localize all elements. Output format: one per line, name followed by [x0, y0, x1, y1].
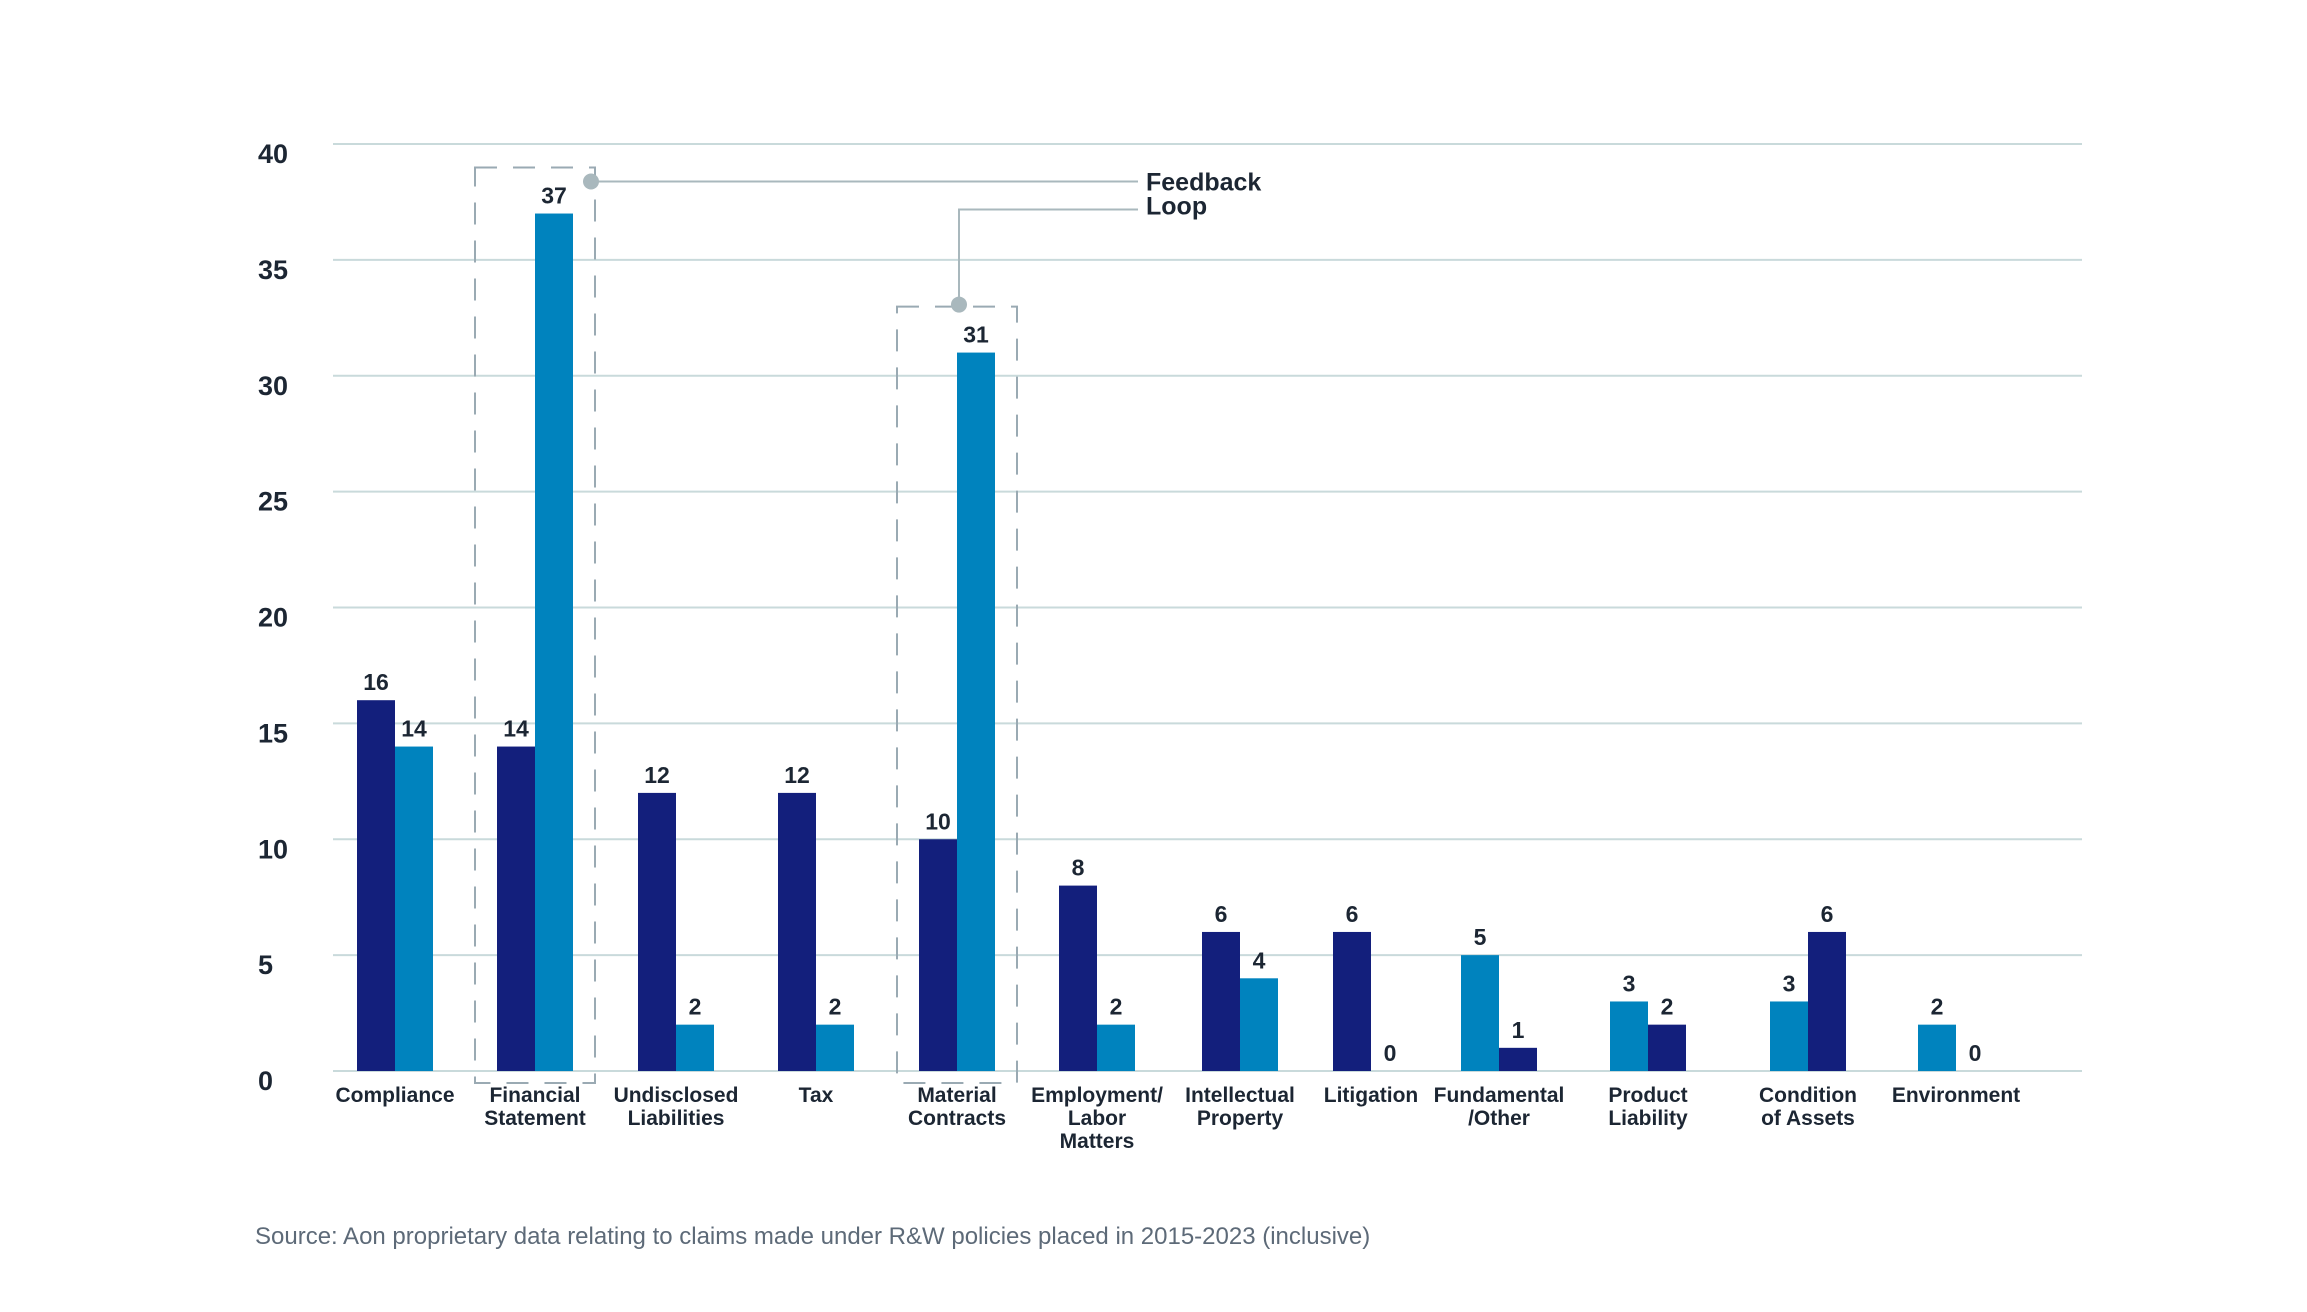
category-label: Product Liability [1608, 1084, 1688, 1130]
category-label: Fundamental/Other [1434, 1084, 1565, 1130]
gridlines [333, 143, 2082, 1072]
bar [535, 213, 573, 1071]
bar [1610, 1001, 1648, 1071]
bar [1059, 885, 1097, 1071]
source-note: Source: Aon proprietary data relating to… [255, 1223, 1370, 1250]
category-label: Compliance [335, 1084, 454, 1107]
bar [497, 746, 535, 1071]
bar-value-label: 14 [401, 716, 427, 742]
bar-value-label: 3 [1783, 970, 1796, 996]
leader-line [958, 208, 1138, 305]
bar-value-label: 6 [1215, 901, 1228, 927]
bar [1918, 1024, 1956, 1071]
bar [816, 1024, 854, 1071]
bar-value-label: 14 [503, 716, 529, 742]
y-tick-label: 35 [258, 255, 288, 285]
bar-value-label: 12 [784, 762, 810, 788]
bars [357, 213, 1956, 1071]
bar [1202, 931, 1240, 1071]
bar [676, 1024, 714, 1071]
category-label: Material Contracts [908, 1084, 1006, 1130]
feedback-loop-annotation: Feedback Loop [583, 169, 1261, 313]
bar [1333, 931, 1371, 1071]
bar-value-label: 8 [1072, 855, 1085, 881]
leader-dot [951, 296, 967, 313]
y-tick-label: 5 [258, 950, 273, 980]
y-tick-label: 20 [258, 603, 288, 633]
bar [1097, 1024, 1135, 1071]
category-label: Tax [799, 1084, 834, 1107]
bar-value-label: 3 [1623, 970, 1636, 996]
bar-value-label: 6 [1821, 901, 1834, 927]
bar [1499, 1047, 1537, 1071]
bar-value-label: 5 [1474, 924, 1487, 950]
y-tick-label: 25 [258, 487, 288, 517]
y-tick-label: 0 [258, 1066, 273, 1096]
y-tick-label: 10 [258, 834, 288, 864]
category-label: Undisclosed Liabilities [614, 1084, 739, 1130]
y-tick-label: 15 [258, 718, 288, 748]
bar-value-label: 2 [689, 994, 702, 1020]
bar [357, 700, 395, 1071]
highlight-box [474, 166, 596, 1084]
y-axis-ticks: 0 5 10 15 20 25 30 35 40 [258, 139, 288, 1096]
category-label: Condition of Assets [1759, 1084, 1857, 1130]
bar [919, 839, 957, 1071]
category-labels: Compliance Financial Statement Undisclosed L… [335, 1084, 2020, 1153]
bar [1648, 1024, 1686, 1071]
category-label: Financial Statement [484, 1084, 586, 1130]
bar [957, 352, 995, 1071]
bar-value-label: 0 [1384, 1040, 1397, 1066]
bar-value-label: 0 [1969, 1040, 1982, 1066]
bar-value-label: 10 [925, 808, 951, 834]
bar-value-label: 31 [963, 322, 989, 348]
bar-value-label: 16 [363, 669, 389, 695]
bar-value-label: 6 [1346, 901, 1359, 927]
y-tick-label: 30 [258, 371, 288, 401]
bar-value-label: 12 [644, 762, 670, 788]
bar [395, 746, 433, 1071]
bar [1461, 955, 1499, 1071]
category-label: Employment/Labor Matters [1031, 1084, 1163, 1153]
y-tick-label: 40 [258, 139, 288, 169]
category-label: Litigation [1324, 1084, 1418, 1107]
annotation-label: Feedback Loop [1146, 169, 1261, 221]
bar-value-label: 2 [1931, 994, 1944, 1020]
bar [1240, 978, 1278, 1071]
bar [638, 792, 676, 1071]
bar [1770, 1001, 1808, 1071]
leader-dot [583, 173, 599, 190]
bar-value-label: 2 [829, 994, 842, 1020]
bar-value-label: 2 [1110, 994, 1123, 1020]
bar-value-label: 2 [1661, 994, 1674, 1020]
bar-value-label: 1 [1512, 1017, 1525, 1043]
category-label: Intellectual Property [1185, 1084, 1295, 1130]
bar-value-label: 37 [541, 183, 567, 209]
bar [1808, 931, 1846, 1071]
category-label: Environment [1892, 1084, 2020, 1107]
bar-value-label: 4 [1253, 947, 1266, 973]
bar [778, 792, 816, 1071]
